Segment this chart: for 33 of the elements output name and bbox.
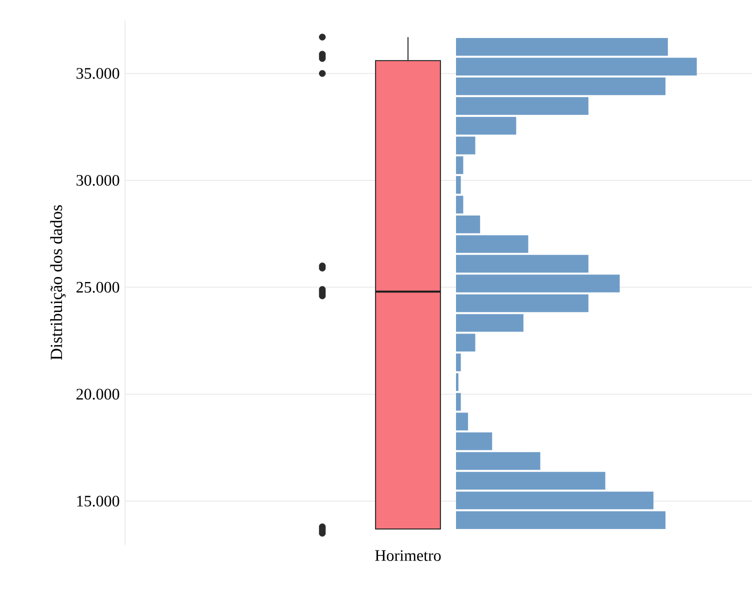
bar [456, 136, 476, 154]
y-tick-label: 20.000 [76, 388, 120, 400]
bar [456, 97, 588, 115]
x-tick-label: Horimetro [375, 550, 441, 561]
bar [456, 38, 668, 56]
bar [456, 472, 606, 490]
bar [456, 116, 516, 135]
y-tick-label: 35.000 [76, 68, 120, 79]
bar [456, 452, 540, 470]
bar [456, 58, 697, 76]
bar [456, 334, 476, 352]
bar [456, 254, 588, 273]
point [318, 34, 326, 40]
y-tick-label: 15.000 [77, 496, 120, 507]
y-tick-label: 25.000 [76, 282, 120, 293]
bar [456, 492, 654, 510]
bar [456, 176, 461, 194]
bar [456, 412, 468, 430]
y-axis-title: Distribuição dos dados [50, 205, 66, 360]
y-tick-label: 30.000 [76, 174, 120, 186]
bar [456, 274, 620, 292]
bar [456, 196, 464, 214]
point [318, 70, 326, 77]
bar [456, 77, 666, 96]
bar [456, 432, 492, 450]
bar [456, 354, 461, 372]
bar [456, 511, 666, 530]
bar [456, 156, 464, 174]
bar [456, 215, 480, 234]
bar [456, 235, 528, 253]
bar [456, 392, 461, 411]
bar [456, 314, 524, 332]
bar [456, 294, 588, 312]
